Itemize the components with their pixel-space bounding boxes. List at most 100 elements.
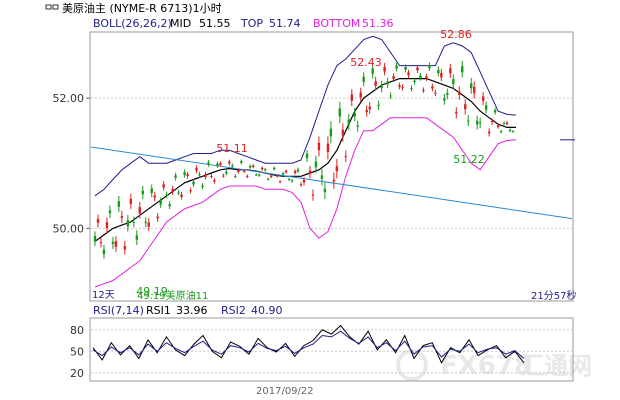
candle-body: [102, 249, 106, 255]
candle-body: [219, 163, 222, 165]
candle-body: [392, 76, 395, 79]
candle-body: [341, 129, 345, 136]
candle-body: [398, 85, 401, 87]
chart-window-icon: [45, 4, 52, 10]
candle-body: [278, 181, 282, 183]
rsi-legend: RSI(7,14) RSI1 33.96 RSI2 40.90: [93, 304, 283, 317]
candle-body: [350, 94, 353, 101]
annotation-label: 52.43: [350, 56, 382, 69]
candle-body: [111, 241, 115, 244]
candle-body: [108, 210, 112, 214]
candle-body: [416, 67, 419, 71]
candle-body: [311, 194, 315, 196]
candle-body: [493, 109, 497, 113]
candle-body: [246, 175, 249, 177]
candle-body: [99, 242, 103, 244]
candle-body: [266, 178, 270, 180]
candle-body: [446, 93, 449, 95]
candle-body: [198, 174, 201, 176]
rsi2-label: RSI2: [221, 304, 246, 317]
annotation-label: 52.86: [440, 28, 472, 41]
rsi-gridlines: [91, 329, 572, 374]
candle-body: [234, 175, 237, 177]
candle-body: [499, 131, 503, 133]
candle-body: [272, 167, 276, 170]
series-line-trend: [90, 146, 573, 220]
main-y-tick: 50.00: [53, 222, 85, 235]
candle-body: [329, 128, 333, 137]
candle-body: [496, 125, 500, 128]
candle-body: [434, 92, 437, 94]
candle-body: [484, 105, 488, 110]
candle-body: [114, 241, 118, 247]
candle-body: [377, 104, 380, 106]
candle-body: [225, 171, 228, 174]
candle-body: [192, 181, 195, 185]
candle-body: [332, 179, 336, 182]
candle-body: [305, 153, 309, 159]
candle-body: [359, 92, 362, 98]
rsi-y-axis: 80 50 20: [70, 324, 84, 380]
candle-body: [171, 188, 174, 193]
candle-body: [308, 170, 312, 174]
candle-body: [508, 129, 512, 131]
candle-body: [481, 96, 485, 101]
series-line-bottom: [94, 117, 517, 288]
series-line-mid: [94, 78, 516, 242]
bottom-value: 51.36: [362, 17, 394, 30]
candle-body: [213, 180, 216, 182]
candle-body: [317, 142, 321, 151]
candle-body: [123, 246, 127, 250]
candle-body: [105, 222, 109, 228]
candle-body: [452, 79, 455, 85]
rsi-y-tick: 80: [70, 324, 84, 337]
candle-body: [162, 184, 165, 188]
mid-label: MID: [170, 17, 191, 30]
rsi-line-rsi1: [92, 324, 525, 364]
candle-body: [296, 169, 300, 172]
annotation-label: 51.11: [216, 142, 248, 155]
candle-body: [428, 65, 431, 69]
rsi-y-tick: 20: [70, 367, 84, 380]
rsi-label: RSI(7,14): [93, 304, 144, 317]
candle-body: [120, 216, 124, 218]
rsi-series-layer: [92, 324, 525, 364]
candle-body: [153, 195, 156, 198]
main-series-layer: [90, 35, 573, 288]
candle-body: [96, 219, 100, 223]
candle-body: [347, 119, 350, 125]
candle-body: [180, 194, 183, 197]
candle-body: [228, 161, 231, 164]
candle-body: [487, 131, 491, 134]
candle-body: [404, 66, 407, 70]
candle-body: [437, 69, 440, 74]
candle-body: [252, 165, 255, 167]
annotation-label: 49.19: [136, 285, 168, 298]
watermark-logo: [396, 349, 428, 381]
candle-body: [132, 221, 136, 223]
candle-body: [287, 179, 291, 181]
main-y-axis: 52.00 50.00: [53, 92, 90, 235]
rsi-y-tick: 50: [70, 345, 84, 358]
annotations-layer: 51.11 52.43 52.86 51.22 49.19: [136, 28, 485, 298]
candle-body: [284, 170, 288, 173]
candle-body: [353, 113, 356, 117]
candle-body: [183, 171, 186, 176]
main-panel-frame: [89, 31, 574, 302]
rsi-panel-frame: [89, 317, 574, 382]
candle-body: [93, 235, 97, 242]
candle-body: [186, 174, 189, 177]
candle-body: [461, 66, 464, 73]
candle-body: [380, 84, 383, 89]
candle-body: [237, 170, 240, 173]
boll-label: BOLL(26,26,2): [93, 17, 172, 30]
candle-body: [222, 175, 225, 177]
title-bar: 美原油主 (NYME-R 6713)1小时: [45, 1, 222, 15]
candle-body: [299, 184, 303, 186]
candle-body: [505, 122, 509, 125]
candle-body: [231, 165, 234, 167]
candle-body: [344, 156, 348, 158]
candle-body: [356, 125, 359, 127]
candle-body: [141, 190, 144, 195]
